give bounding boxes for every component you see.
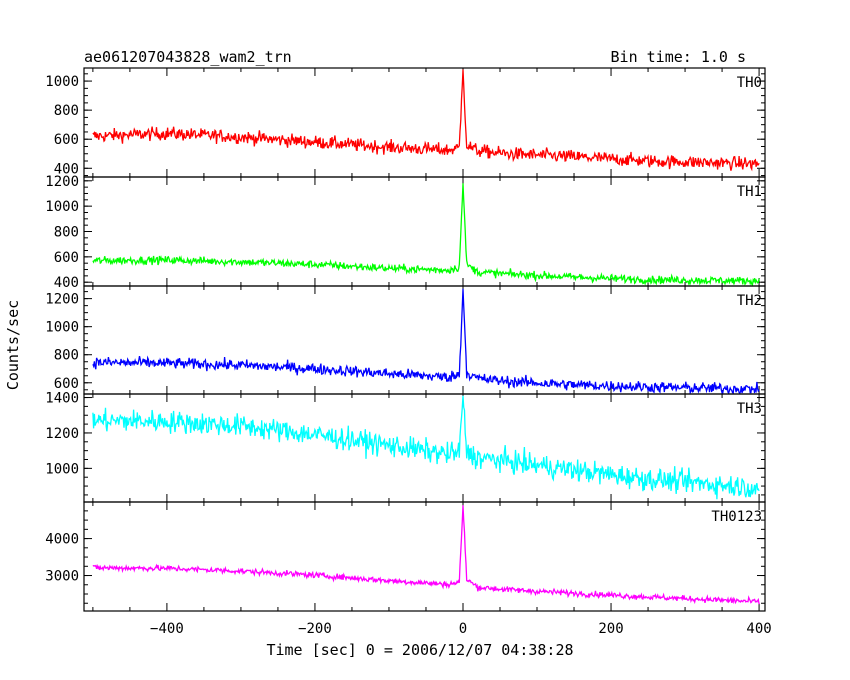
y-tick-label: 1000 <box>45 74 79 90</box>
y-tick-label: 800 <box>54 103 79 119</box>
x-tick-label: 200 <box>598 621 623 637</box>
y-tick-label: 1200 <box>45 426 79 442</box>
x-tick-label: 400 <box>746 621 771 637</box>
panel-label-th0: TH0 <box>737 75 762 91</box>
bin-time-label: Bin time: 1.0 s <box>611 48 746 66</box>
series-line-th3 <box>92 395 760 500</box>
y-tick-label: 800 <box>54 348 79 364</box>
series-line-th0123 <box>92 505 760 605</box>
y-tick-label: 1400 <box>45 391 79 407</box>
series-line-th1 <box>92 183 760 287</box>
series-line-th0 <box>92 69 760 172</box>
y-tick-label: 600 <box>54 132 79 148</box>
panel-label-th2: TH2 <box>737 293 762 309</box>
x-tick-label: −400 <box>150 621 184 637</box>
y-tick-label: 600 <box>54 376 79 392</box>
series-line-th2 <box>92 288 760 395</box>
y-axis-label: Counts/sec <box>4 300 22 390</box>
panel-label-th1: TH1 <box>737 184 762 200</box>
y-tick-label: 400 <box>54 275 79 291</box>
panels-group: 400 600 800 1000 TH0 400 600 800 1000 1200 TH1 600 8… <box>45 67 772 637</box>
y-tick-label: 800 <box>54 225 79 241</box>
panel-label-th3: TH3 <box>737 401 762 417</box>
x-axis-label: Time [sec] 0 = 2006/12/07 04:38:28 <box>266 641 573 659</box>
x-tick-label: −200 <box>298 621 332 637</box>
y-tick-label: 3000 <box>45 569 79 585</box>
panel-frame-th0 <box>83 67 766 178</box>
y-tick-label: 4000 <box>45 532 79 548</box>
y-tick-label: 1000 <box>45 461 79 477</box>
y-tick-label: 1000 <box>45 320 79 336</box>
y-tick-label: 1200 <box>45 174 79 190</box>
panel-frame-th2 <box>83 285 766 395</box>
y-tick-label: 400 <box>54 161 79 177</box>
chart-title: ae061207043828_wam2_trn <box>84 48 292 66</box>
x-tick-label: 0 <box>459 621 467 637</box>
y-tick-label: 600 <box>54 250 79 266</box>
panel-label-th0123: TH0123 <box>711 509 762 525</box>
y-tick-label: 1200 <box>45 292 79 308</box>
panel-frame-th0123 <box>83 501 766 612</box>
y-tick-label: 1000 <box>45 199 79 215</box>
